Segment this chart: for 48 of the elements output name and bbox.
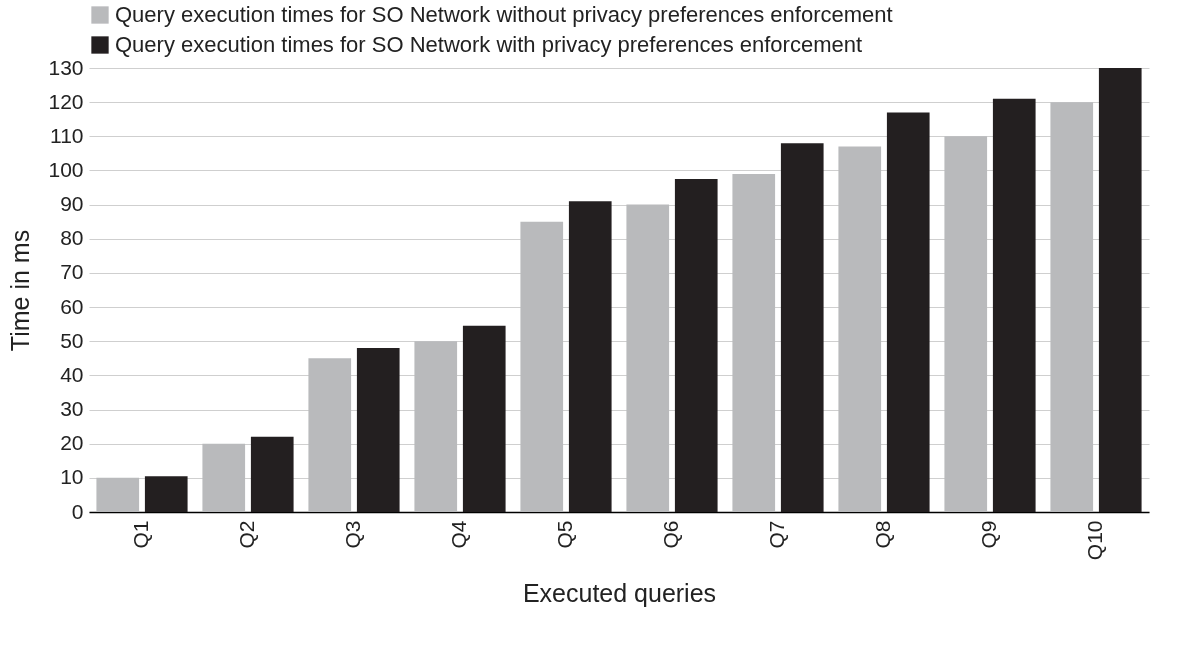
- y-tick-label: 120: [48, 89, 84, 113]
- bar: [992, 98, 1036, 512]
- y-tick-label: 40: [60, 362, 84, 386]
- bar: [356, 348, 400, 512]
- y-tick-label: 130: [48, 55, 84, 79]
- bar: [838, 146, 882, 512]
- y-tick-label: 20: [60, 431, 84, 455]
- bar: [568, 201, 612, 512]
- bar: [944, 136, 988, 512]
- x-tick-label: Q10: [1083, 520, 1106, 561]
- x-tick-label: Q1: [129, 520, 152, 549]
- legend-label: Query execution times for SO Network with privacy preferences enforcement: [115, 32, 863, 57]
- bar: [520, 221, 564, 512]
- bar: [414, 341, 458, 512]
- y-tick-label: 110: [50, 123, 84, 147]
- y-tick-label: 50: [60, 328, 84, 352]
- x-tick-label: Q5: [553, 520, 576, 549]
- bar: [202, 443, 246, 512]
- y-axis-title: Time in ms: [6, 229, 35, 352]
- x-tick-label: Q2: [235, 520, 258, 549]
- bar: [732, 173, 776, 512]
- x-tick-label: Q7: [765, 520, 788, 549]
- bar: [1098, 68, 1142, 512]
- y-tick-label: 30: [60, 397, 84, 421]
- bar: [626, 204, 670, 512]
- x-tick-label: Q6: [659, 520, 682, 549]
- x-tick-label: Q8: [871, 520, 894, 549]
- y-tick-label: 70: [60, 260, 84, 284]
- y-tick-label: 90: [60, 192, 84, 216]
- x-tick-label: Q3: [341, 520, 364, 549]
- x-tick-label: Q9: [977, 520, 1000, 549]
- y-tick-label: 60: [60, 294, 84, 318]
- bar: [674, 179, 718, 512]
- x-tick-label: Q4: [447, 520, 470, 549]
- bar: [780, 143, 824, 512]
- y-tick-label: 80: [60, 226, 84, 250]
- y-tick-label: 0: [71, 499, 84, 523]
- bar: [144, 476, 188, 512]
- x-axis-title: Executed queries: [522, 579, 717, 608]
- bar: [308, 358, 352, 512]
- bar: [886, 112, 930, 512]
- bar: [250, 436, 294, 512]
- bar: [96, 477, 140, 512]
- y-tick-label: 10: [60, 465, 84, 489]
- bar: [462, 325, 506, 512]
- legend-label: Query execution times for SO Network without privacy preferences enforcement: [115, 2, 893, 27]
- y-tick-label: 100: [48, 157, 84, 181]
- bar: [1050, 102, 1094, 512]
